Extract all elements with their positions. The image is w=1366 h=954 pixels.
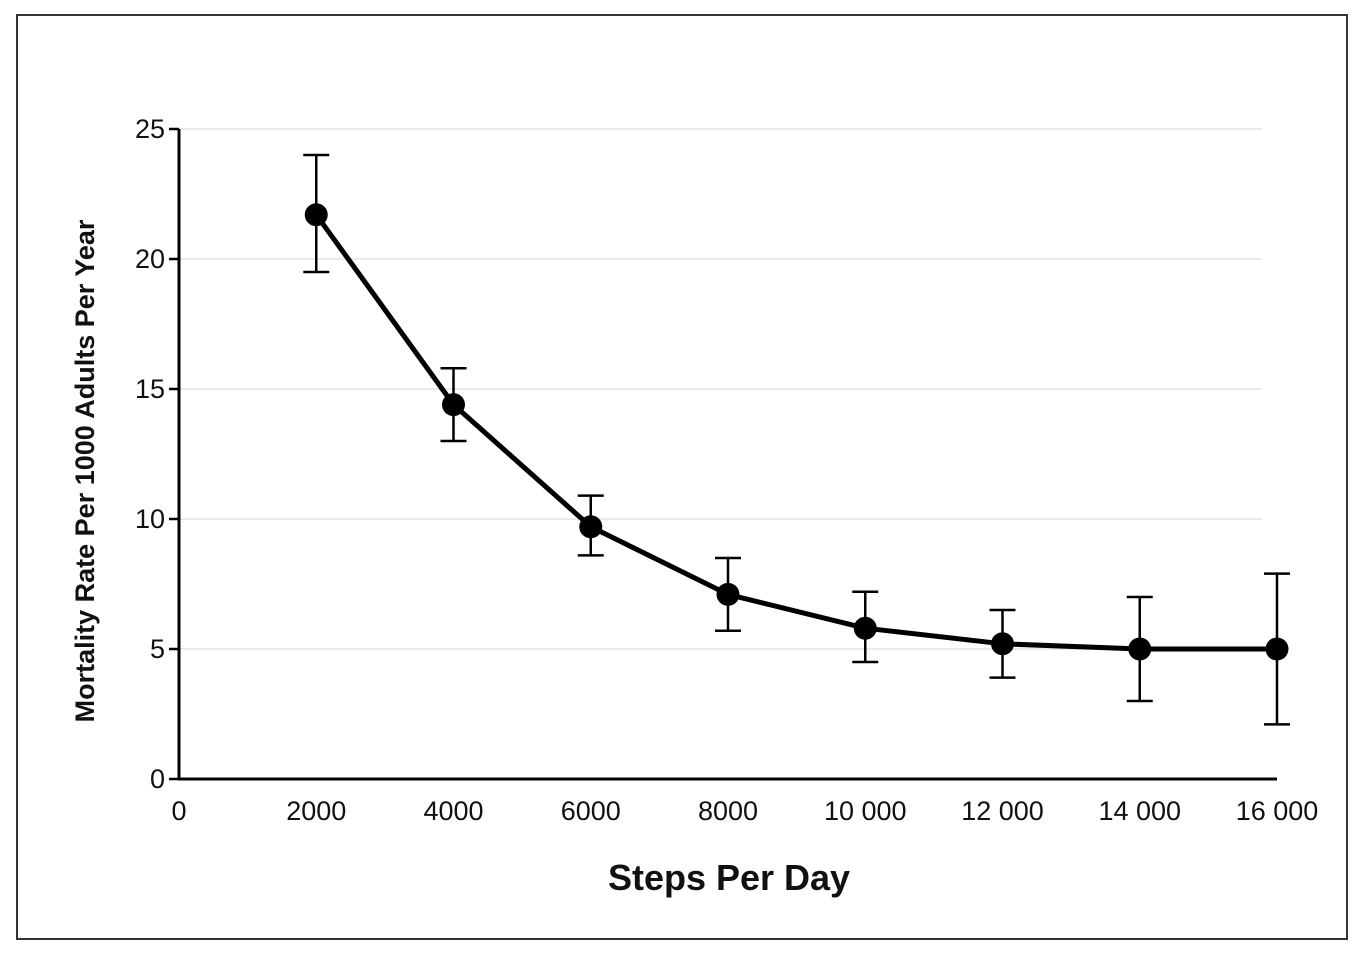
y-tick-label: 15 [135,374,165,404]
data-point [442,393,465,417]
data-point [991,632,1014,656]
data-point [1128,637,1152,661]
chart-frame [16,14,1348,940]
y-tick-label: 20 [135,244,165,274]
x-tick-label: 14 000 [1098,796,1181,826]
x-tick-label: 6000 [561,796,621,826]
x-axis-title: Steps Per Day [608,857,850,898]
data-point [579,515,603,539]
x-tick-label: 10 000 [824,796,907,826]
data-point [853,616,877,640]
y-tick-label: 25 [135,114,165,144]
x-tick-label: 16 000 [1236,796,1319,826]
y-tick-label: 5 [150,634,165,664]
data-point [304,203,328,227]
data-point [1265,637,1289,661]
y-tick-label: 0 [150,764,165,794]
y-tick-label: 10 [135,504,165,534]
x-tick-label: 0 [171,796,186,826]
x-tick-label: 8000 [698,796,758,826]
y-axis-title: Mortality Rate Per 1000 Adults Per Year [70,219,100,722]
x-tick-label: 4000 [423,796,483,826]
data-point [716,582,740,606]
tick-labels: 0 5 10 15 20 25 0 2000 4000 6000 8000 10 000 12 000 1… [135,114,1318,826]
axes [169,127,1277,781]
gridlines [179,128,1262,650]
x-tick-label: 12 000 [961,796,1044,826]
series-line [314,213,1277,652]
data-series [303,153,1290,726]
x-tick-label: 2000 [286,796,346,826]
